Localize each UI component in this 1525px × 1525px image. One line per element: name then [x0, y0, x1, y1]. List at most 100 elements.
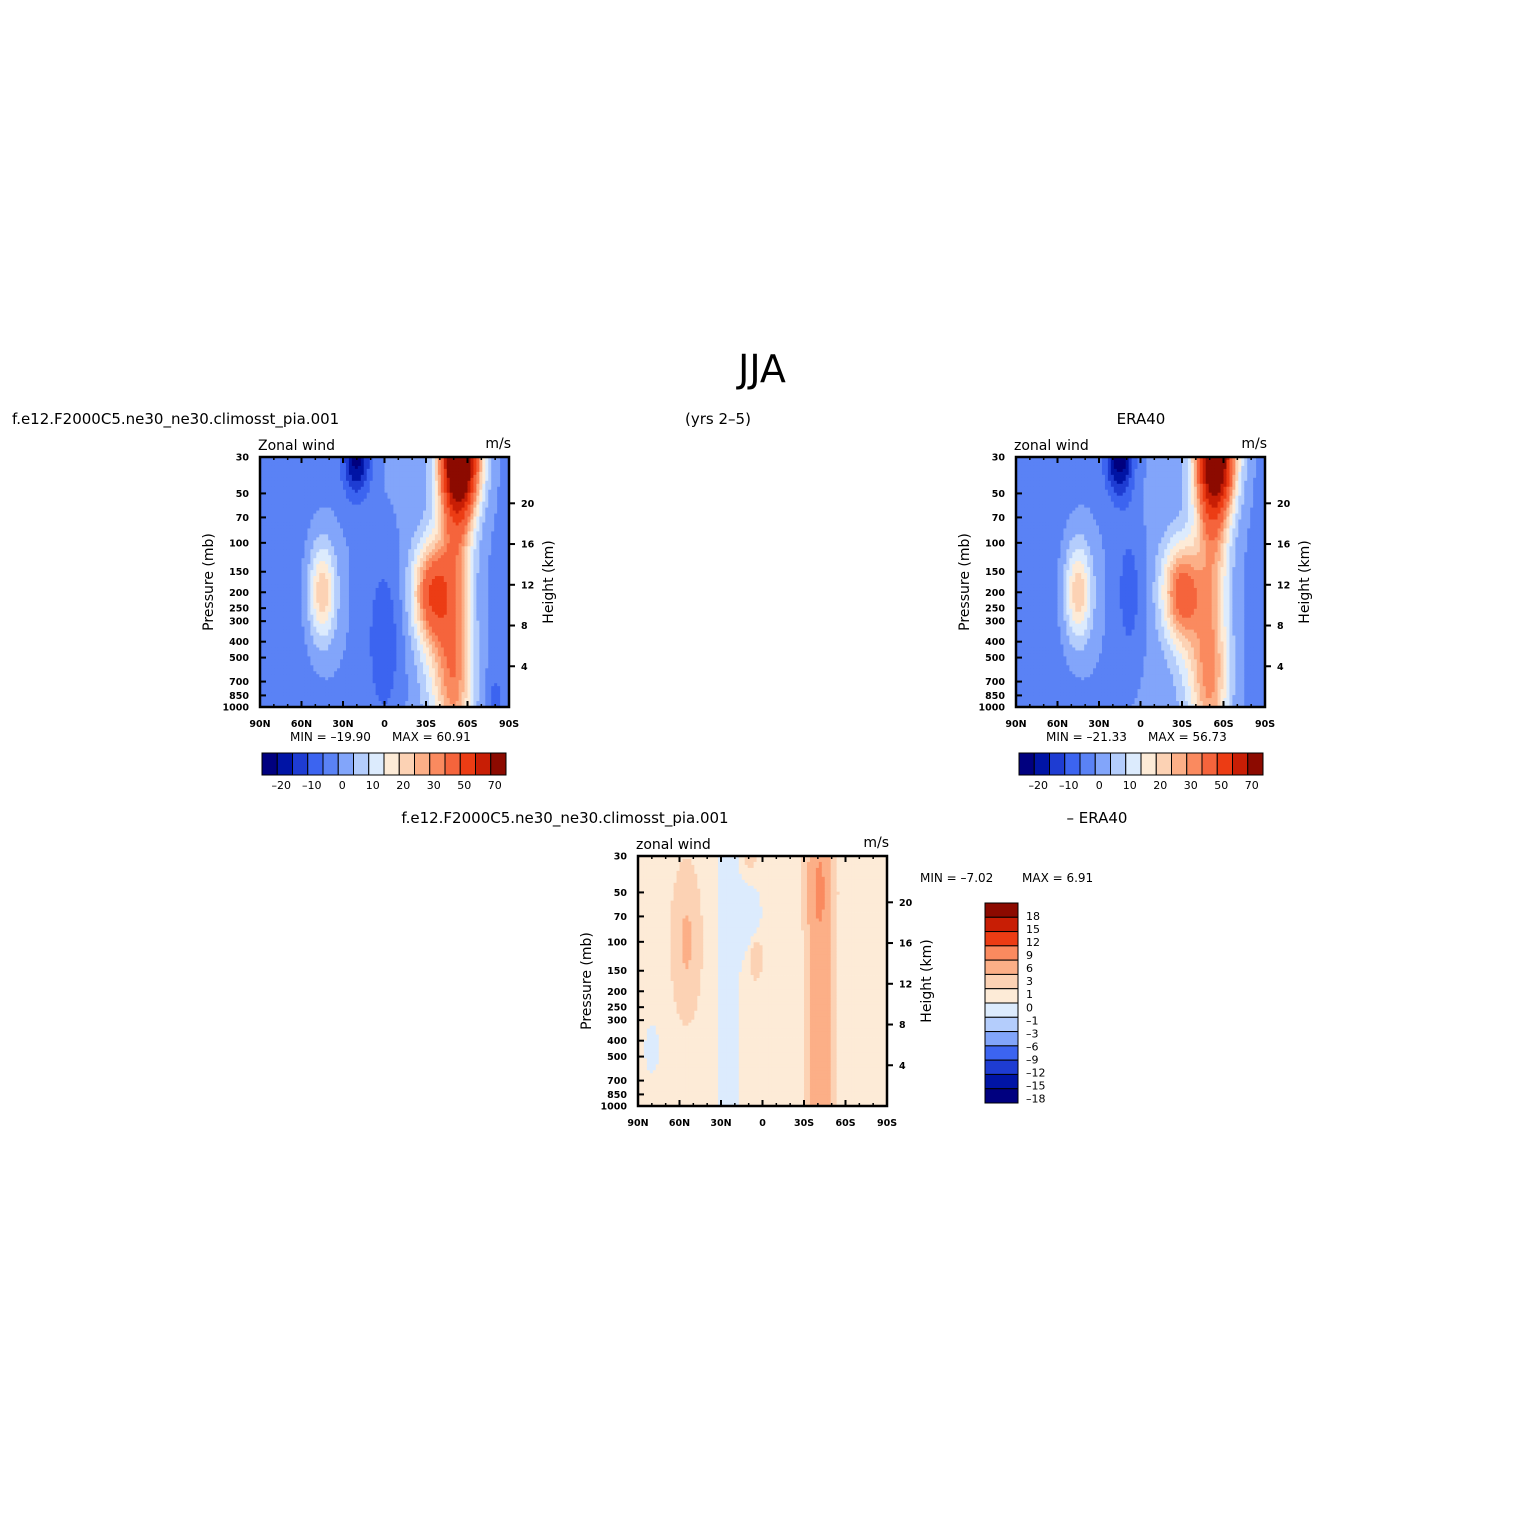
- field-cell: [352, 463, 355, 466]
- field-cell: [429, 579, 432, 582]
- field-cell: [319, 564, 322, 567]
- field-cell: [476, 561, 479, 564]
- field-cell: [435, 558, 438, 561]
- field-cell: [334, 522, 337, 525]
- field-cell: [385, 624, 388, 627]
- field-cell: [337, 579, 340, 582]
- field-cell: [275, 514, 278, 517]
- field-cell: [325, 579, 328, 582]
- field-cell: [476, 618, 479, 621]
- field-cell: [459, 579, 462, 582]
- field-cell: [491, 582, 494, 585]
- field-cell: [414, 531, 417, 534]
- field-cell: [435, 537, 438, 540]
- field-cell: [358, 549, 361, 552]
- field-cell: [432, 555, 435, 558]
- field-cell: [408, 558, 411, 561]
- field-cell: [441, 591, 444, 594]
- field-cell: [473, 588, 476, 591]
- field-cell: [284, 540, 287, 543]
- field-cell: [393, 570, 396, 573]
- field-cell: [275, 463, 278, 466]
- field-cell: [290, 502, 293, 505]
- field-cell: [293, 490, 296, 493]
- field-cell: [337, 600, 340, 603]
- field-cell: [325, 528, 328, 531]
- field-cell: [278, 594, 281, 597]
- field-cell: [269, 558, 272, 561]
- field-cell: [322, 511, 325, 514]
- field-cell: [503, 508, 506, 511]
- field-cell: [340, 594, 343, 597]
- field-cell: [402, 522, 405, 525]
- field-cell: [470, 624, 473, 627]
- field-cell: [263, 624, 266, 627]
- field-cell: [470, 618, 473, 621]
- field-cell: [429, 531, 432, 534]
- field-cell: [302, 582, 305, 585]
- field-cell: [438, 591, 441, 594]
- field-cell: [470, 609, 473, 612]
- field-cell: [281, 522, 284, 525]
- field-cell: [432, 490, 435, 493]
- field-cell: [470, 579, 473, 582]
- field-cell: [325, 499, 328, 502]
- field-cell: [284, 549, 287, 552]
- field-cell: [313, 567, 316, 570]
- field-cell: [275, 567, 278, 570]
- field-cell: [379, 621, 382, 624]
- field-cell: [287, 511, 290, 514]
- field-cell: [444, 582, 447, 585]
- field-cell: [284, 570, 287, 573]
- field-cell: [275, 594, 278, 597]
- field-cell: [278, 612, 281, 615]
- field-cell: [494, 555, 497, 558]
- field-cell: [331, 582, 334, 585]
- field-cell: [468, 561, 471, 564]
- field-cell: [417, 481, 420, 484]
- field-cell: [441, 540, 444, 543]
- field-cell: [468, 600, 471, 603]
- field-cell: [272, 597, 275, 600]
- field-cell: [390, 511, 393, 514]
- field-cell: [310, 603, 313, 606]
- field-cell: [304, 475, 307, 478]
- field-cell: [290, 487, 293, 490]
- field-cell: [423, 630, 426, 633]
- field-cell: [429, 627, 432, 630]
- field-cell: [284, 490, 287, 493]
- field-cell: [494, 475, 497, 478]
- field-cell: [456, 493, 459, 496]
- field-cell: [411, 460, 414, 463]
- field-cell: [488, 505, 491, 508]
- field-cell: [346, 597, 349, 600]
- field-cell: [453, 511, 456, 514]
- field-cell: [482, 505, 485, 508]
- field-cell: [367, 579, 370, 582]
- field-cell: [313, 561, 316, 564]
- field-cell: [402, 561, 405, 564]
- field-cell: [485, 522, 488, 525]
- field-cell: [304, 484, 307, 487]
- field-cell: [396, 493, 399, 496]
- field-cell: [408, 466, 411, 469]
- field-cell: [299, 552, 302, 555]
- field-cell: [319, 534, 322, 537]
- field-cell: [405, 624, 408, 627]
- field-cell: [325, 627, 328, 630]
- field-cell: [331, 591, 334, 594]
- field-cell: [420, 534, 423, 537]
- field-cell: [393, 558, 396, 561]
- field-cell: [316, 481, 319, 484]
- field-cell: [411, 630, 414, 633]
- field-cell: [497, 511, 500, 514]
- field-cell: [361, 481, 364, 484]
- field-cell: [340, 585, 343, 588]
- field-cell: [346, 466, 349, 469]
- field-cell: [408, 609, 411, 612]
- field-cell: [447, 600, 450, 603]
- field-cell: [379, 481, 382, 484]
- field-cell: [299, 517, 302, 520]
- field-cell: [470, 484, 473, 487]
- field-cell: [349, 537, 352, 540]
